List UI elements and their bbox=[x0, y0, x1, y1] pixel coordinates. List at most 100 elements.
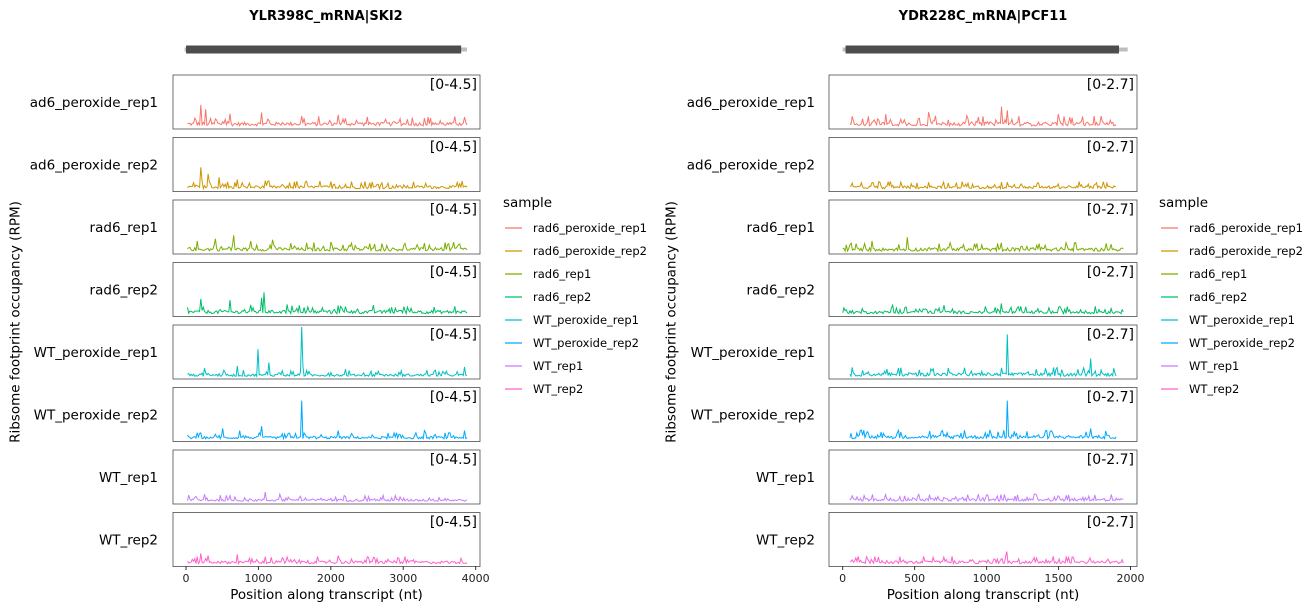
series-line-rad6_peroxide_rep1 bbox=[849, 106, 1117, 128]
series-line-rad6_peroxide_rep2 bbox=[187, 167, 468, 191]
track-label: WT_peroxide_rep1 bbox=[34, 345, 158, 361]
track-label: rad6_rep1 bbox=[90, 220, 158, 236]
track-frame bbox=[828, 324, 1138, 380]
range-label: [0-4.5] bbox=[430, 202, 477, 218]
track-label: rad6_rep2 bbox=[90, 283, 158, 299]
legend-title: sample bbox=[503, 195, 552, 211]
x-tick-label: 500 bbox=[904, 572, 925, 585]
range-label: [0-2.7] bbox=[1087, 265, 1134, 281]
track-row-WT_rep1: WT_rep1 [0-2.7] bbox=[756, 449, 1138, 505]
x-axis: 0 1000 2000 3000 4000 Position along transcri… bbox=[183, 566, 490, 603]
track-row-rad6_peroxide_rep2: ad6_peroxide_rep2 [0-2.7] bbox=[687, 137, 1138, 192]
track-row-WT_rep1: WT_rep1 [0-4.5] bbox=[99, 449, 481, 505]
series-line-WT_rep2 bbox=[849, 551, 1124, 566]
x-axis: 0 500 1000 1500 2000 Position along transcrip… bbox=[839, 566, 1145, 603]
legend-item-label: WT_peroxide_rep2 bbox=[533, 336, 639, 350]
x-tick-label: 3000 bbox=[389, 572, 417, 585]
series-line-rad6_rep2 bbox=[187, 292, 468, 316]
range-label: [0-2.7] bbox=[1087, 202, 1134, 218]
track-label: rad6_rep2 bbox=[747, 283, 815, 299]
legend: sample rad6_peroxide_rep1 rad6_peroxide_re… bbox=[503, 195, 647, 396]
legend-item-label: rad6_peroxide_rep2 bbox=[1189, 244, 1303, 258]
x-tick-label: 1000 bbox=[244, 572, 272, 585]
legend-item-label: WT_rep1 bbox=[533, 359, 583, 373]
track-frame bbox=[172, 262, 481, 317]
range-label: [0-2.7] bbox=[1087, 327, 1134, 343]
series-line-WT_rep1 bbox=[849, 492, 1124, 503]
track-row-WT_rep2: WT_rep2 [0-2.7] bbox=[756, 512, 1138, 567]
range-label: [0-4.5] bbox=[430, 452, 477, 468]
x-tick-label: 0 bbox=[183, 572, 190, 585]
x-tick-label: 2000 bbox=[1117, 572, 1145, 585]
legend-item-label: rad6_peroxide_rep2 bbox=[533, 244, 647, 258]
series-line-rad6_peroxide_rep2 bbox=[849, 180, 1117, 191]
series-line-WT_peroxide_rep1 bbox=[849, 334, 1117, 378]
track-row-rad6_peroxide_rep1: ad6_peroxide_rep1 [0-4.5] bbox=[30, 74, 481, 130]
y-axis-title: Ribsome footprint occupancy (RPM) bbox=[8, 201, 24, 443]
track-label: ad6_peroxide_rep1 bbox=[687, 95, 815, 111]
x-axis-title: Position along transcript (nt) bbox=[887, 587, 1080, 603]
range-label: [0-4.5] bbox=[430, 327, 477, 343]
range-label: [0-2.7] bbox=[1087, 452, 1134, 468]
range-label: [0-4.5] bbox=[430, 265, 477, 281]
panel-1: YLR398C_mRNA|SKI2 Ribsome footprint occup… bbox=[8, 9, 647, 603]
series-line-WT_peroxide_rep2 bbox=[849, 400, 1117, 440]
series-line-rad6_rep1 bbox=[842, 237, 1124, 253]
x-axis-title: Position along transcript (nt) bbox=[230, 587, 423, 603]
track-row-WT_rep2: WT_rep2 [0-4.5] bbox=[99, 512, 481, 567]
range-label: [0-2.7] bbox=[1087, 77, 1134, 93]
track-label: ad6_peroxide_rep1 bbox=[30, 95, 158, 111]
track-frame bbox=[828, 199, 1138, 255]
y-axis-title: Ribsome footprint occupancy (RPM) bbox=[664, 201, 680, 443]
cds-model-bar bbox=[845, 45, 1120, 54]
series-line-WT_peroxide_rep1 bbox=[187, 326, 468, 378]
series-line-WT_rep2 bbox=[187, 553, 468, 566]
legend-item-label: WT_rep2 bbox=[1189, 382, 1239, 396]
track-label: ad6_peroxide_rep2 bbox=[687, 158, 815, 174]
series-line-rad6_rep2 bbox=[842, 303, 1124, 316]
legend-item-label: rad6_rep1 bbox=[533, 267, 591, 281]
legend-item-label: WT_rep2 bbox=[533, 382, 583, 396]
x-tick-label: 0 bbox=[839, 572, 846, 585]
legend-item-label: WT_peroxide_rep1 bbox=[533, 313, 639, 327]
x-tick-label: 1500 bbox=[1045, 572, 1073, 585]
range-label: [0-2.7] bbox=[1087, 515, 1134, 531]
x-tick-label: 1000 bbox=[973, 572, 1001, 585]
track-row-WT_peroxide_rep2: WT_peroxide_rep2 [0-4.5] bbox=[34, 387, 481, 442]
panel-title: YDR228C_mRNA|PCF11 bbox=[898, 9, 1068, 24]
legend-item-label: WT_peroxide_rep1 bbox=[1189, 313, 1295, 327]
track-label: WT_rep1 bbox=[756, 470, 815, 486]
range-label: [0-2.7] bbox=[1087, 140, 1134, 156]
range-label: [0-4.5] bbox=[430, 77, 477, 93]
track-label: WT_peroxide_rep2 bbox=[691, 408, 815, 424]
range-label: [0-2.7] bbox=[1087, 390, 1134, 406]
x-tick-label: 2000 bbox=[317, 572, 345, 585]
track-label: WT_peroxide_rep2 bbox=[34, 408, 158, 424]
range-label: [0-4.5] bbox=[430, 390, 477, 406]
legend-item-label: rad6_peroxide_rep1 bbox=[533, 221, 647, 235]
track-frame bbox=[172, 512, 481, 567]
track-row-rad6_peroxide_rep2: ad6_peroxide_rep2 [0-4.5] bbox=[30, 137, 481, 192]
track-label: WT_rep2 bbox=[99, 533, 158, 549]
track-label: rad6_rep1 bbox=[747, 220, 815, 236]
track-row-WT_peroxide_rep1: WT_peroxide_rep1 [0-4.5] bbox=[34, 324, 481, 380]
legend: sample rad6_peroxide_rep1 rad6_peroxide_re… bbox=[1159, 195, 1303, 396]
cds-model-bar bbox=[186, 45, 462, 54]
series-line-WT_rep1 bbox=[187, 491, 468, 503]
panel-title: YLR398C_mRNA|SKI2 bbox=[248, 9, 402, 24]
series-line-rad6_rep1 bbox=[187, 235, 468, 253]
legend-item-label: rad6_rep2 bbox=[1189, 290, 1247, 304]
track-row-rad6_rep1: rad6_rep1 [0-2.7] bbox=[747, 199, 1138, 255]
x-tick-label: 4000 bbox=[462, 572, 490, 585]
track-label: WT_rep2 bbox=[756, 533, 815, 549]
range-label: [0-4.5] bbox=[430, 140, 477, 156]
track-row-rad6_rep2: rad6_rep2 [0-4.5] bbox=[90, 262, 481, 317]
range-label: [0-4.5] bbox=[430, 515, 477, 531]
legend-item-label: rad6_rep2 bbox=[533, 290, 591, 304]
track-frame bbox=[172, 449, 481, 505]
track-row-WT_peroxide_rep2: WT_peroxide_rep2 [0-2.7] bbox=[691, 387, 1138, 442]
track-row-rad6_rep2: rad6_rep2 [0-2.7] bbox=[747, 262, 1138, 317]
series-line-rad6_peroxide_rep1 bbox=[187, 104, 468, 128]
track-frame bbox=[828, 512, 1138, 567]
